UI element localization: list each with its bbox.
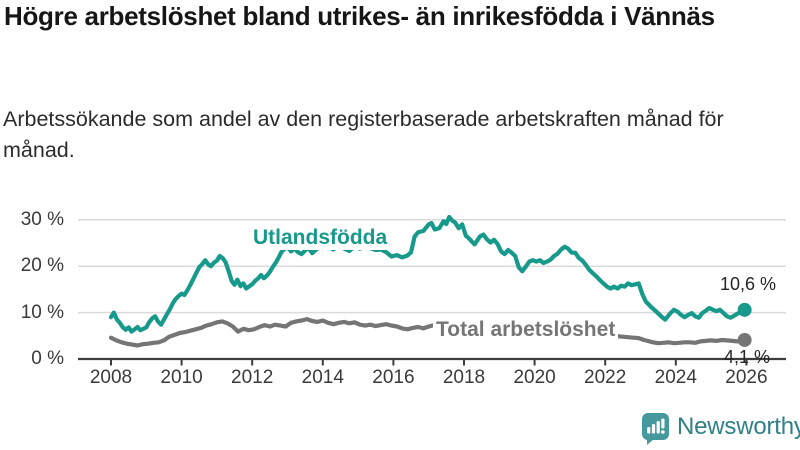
logo-bubble	[642, 413, 669, 440]
y-axis-label: 20 %	[20, 255, 64, 277]
x-axis-label: 2018	[442, 367, 486, 388]
logo-bar-3	[656, 421, 660, 434]
newsworthy-logo-icon	[642, 413, 669, 445]
x-axis-label: 2016	[372, 367, 415, 388]
x-axis-label: 2008	[89, 367, 133, 388]
x-axis-label: 2022	[584, 367, 627, 388]
x-axis-label: 2014	[301, 367, 344, 388]
x-axis-label: 2020	[513, 367, 556, 388]
end-value-utlandsfodda: 10,6 %	[719, 274, 776, 294]
y-axis-label: 30 %	[20, 208, 64, 230]
x-axis-label: 2026	[725, 367, 768, 388]
logo-bubble-tail	[647, 438, 655, 445]
series-end-dot-total-arbetsloshet	[737, 332, 752, 347]
logo-bar-2	[651, 424, 656, 434]
series-line-total-arbetsloshet	[108, 317, 747, 348]
y-axis-label: 10 %	[20, 301, 64, 323]
series-label-utlandsfodda: Utlandsfödda	[250, 225, 391, 250]
logo-exclamation-bar	[661, 418, 665, 429]
logo-exclamation-dot	[661, 430, 665, 434]
page-subtitle: Arbetssökande som andel av den registerb…	[3, 107, 724, 163]
logo-bar-1	[647, 427, 651, 434]
y-axis-label: 0 %	[31, 348, 64, 369]
newsworthy-logo-text: Newsworthy	[677, 413, 800, 440]
x-axis-label: 2024	[654, 367, 697, 388]
x-axis-label: 2010	[160, 367, 203, 388]
series-label-total-arbetsloshet: Total arbetslöshet	[433, 317, 619, 342]
series-line-utlandsfodda	[108, 214, 747, 334]
end-value-total-arbetsloshet: 4,1 %	[723, 347, 770, 367]
x-axis-label: 2012	[231, 367, 274, 388]
page-title: Högre arbetslöshet bland utrikes- än inr…	[4, 1, 715, 31]
series-end-dot-utlandsfodda	[737, 302, 752, 317]
